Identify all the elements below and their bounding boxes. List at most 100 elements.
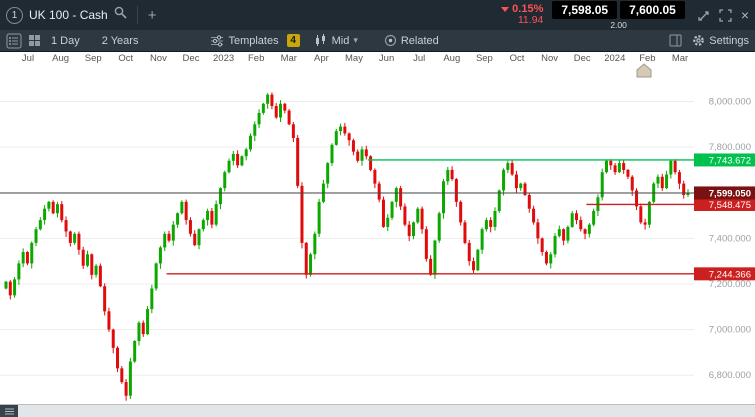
templates-button[interactable]: Templates (210, 34, 279, 48)
bottom-panel-toggle-button[interactable] (0, 405, 18, 417)
panels-button[interactable] (669, 34, 682, 47)
x-axis-label: 2023 (213, 53, 234, 64)
candle-body (647, 201, 651, 225)
chart-background[interactable] (0, 52, 755, 404)
search-icon[interactable] (114, 6, 127, 24)
price-level-label-box[interactable] (694, 267, 755, 281)
candle-body (497, 190, 501, 211)
candle-body (133, 340, 137, 362)
candle-body (506, 163, 510, 170)
candle-body (609, 160, 613, 166)
candle-body (116, 347, 120, 369)
candle-body (167, 233, 171, 241)
close-icon[interactable]: × (740, 7, 749, 23)
candle-body (244, 149, 248, 157)
candle-body (38, 220, 42, 230)
candle-body (476, 249, 480, 271)
sell-price-button[interactable]: 7,598.05 (552, 0, 618, 19)
instrument-title: UK 100 - Cash (29, 8, 108, 22)
layout-grid-button[interactable] (28, 34, 41, 47)
candle-body (257, 112, 261, 125)
candle-body (519, 183, 523, 189)
candle-body (107, 311, 111, 330)
settings-button[interactable]: Settings (692, 34, 749, 47)
candle-body (64, 220, 68, 232)
candle-body (141, 322, 145, 335)
candle-body (158, 247, 162, 264)
candle-body (34, 229, 38, 243)
candle-body (339, 126, 343, 132)
candle-body (437, 213, 441, 241)
candle-body (411, 222, 415, 237)
candle-body (261, 103, 265, 113)
popout-icon[interactable] (697, 9, 710, 22)
candle-body (532, 208, 536, 223)
related-button[interactable]: Related (384, 34, 439, 47)
candle-body (8, 281, 12, 296)
x-axis-label: May (345, 53, 363, 64)
candle-body (399, 188, 403, 207)
candle-body (184, 201, 188, 221)
spread-value: 2.00 (610, 19, 627, 30)
candle-body (622, 163, 626, 170)
interval-selector[interactable]: 1 Day (51, 34, 80, 47)
candle-body (639, 206, 643, 223)
candle-body (287, 110, 291, 125)
candle-body (180, 201, 184, 214)
x-axis-label: Aug (52, 53, 69, 64)
x-axis-label: Feb (639, 53, 655, 64)
deal-prices: 7,598.05 7,600.05 2.00 (552, 0, 685, 30)
candle-body (351, 140, 355, 152)
bottom-scroll-strip[interactable] (0, 404, 755, 417)
x-axis-label: Sep (476, 53, 493, 64)
candle-body (206, 210, 210, 221)
price-type-selector[interactable]: Mid ▾ (314, 34, 358, 47)
candle-body (317, 201, 321, 234)
candle-body (446, 169, 450, 182)
indicator-count-badge[interactable]: 4 (286, 34, 300, 47)
maximize-icon[interactable] (719, 8, 732, 22)
x-axis-label: Apr (314, 53, 329, 64)
price-level-label: 7,244.366 (709, 269, 751, 280)
chart-marker-icon[interactable] (636, 63, 652, 78)
chart-list-button[interactable] (6, 33, 22, 49)
candle-body (43, 208, 47, 221)
candle-body (81, 249, 85, 266)
candle-body (536, 222, 540, 239)
chart-area[interactable]: 8,000.0007,800.0007,600.0007,400.0007,20… (0, 52, 755, 404)
buy-price-button[interactable]: 7,600.05 (620, 0, 685, 19)
instrument-tab[interactable]: 1 UK 100 - Cash (6, 6, 127, 24)
candle-body (304, 242, 308, 275)
candle-body (463, 222, 467, 243)
add-chart-tab-button[interactable]: + (147, 6, 157, 24)
price-level-label-box[interactable] (694, 153, 755, 167)
candle-body (111, 329, 115, 348)
candle-body (669, 160, 673, 175)
price-level-label-box[interactable] (694, 197, 755, 211)
candle-body (128, 361, 132, 396)
candle-body (583, 229, 587, 234)
candle-body (643, 222, 647, 225)
related-icon (384, 34, 396, 47)
candle-body (635, 190, 639, 207)
candle-body (686, 192, 690, 196)
candle-body (682, 183, 686, 196)
candle-body (360, 149, 364, 161)
range-selector[interactable]: 2 Years (101, 34, 139, 47)
candle-body (407, 224, 411, 237)
candle-body (253, 124, 257, 136)
chevron-down-icon: ▾ (353, 35, 358, 45)
candle-body (171, 224, 175, 241)
price-chart[interactable]: 8,000.0007,800.0007,600.0007,400.0007,20… (0, 52, 755, 404)
menu-lines-icon (4, 408, 14, 414)
candle-body (90, 254, 94, 275)
candle-body (424, 229, 428, 259)
candle-body (429, 258, 433, 275)
candle-body (394, 188, 398, 202)
x-axis-label: Dec (183, 53, 200, 64)
candle-body (356, 151, 360, 161)
candle-body (291, 124, 295, 138)
price-level-label-box[interactable] (694, 186, 755, 200)
candle-body (523, 183, 527, 196)
candle-body (218, 188, 222, 205)
